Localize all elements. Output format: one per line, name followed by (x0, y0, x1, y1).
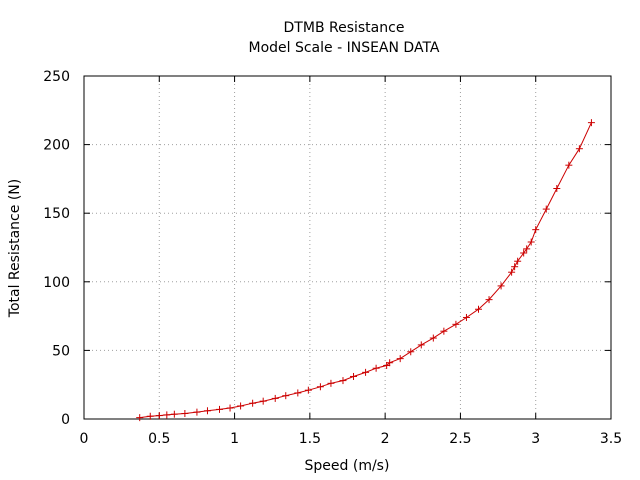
y-tick-label: 100 (43, 275, 70, 291)
y-axis-label: Total Resistance (N) (7, 179, 23, 318)
data-point (396, 355, 404, 363)
data-point (527, 238, 535, 246)
data-point (146, 412, 154, 420)
axis-ticks (83, 75, 612, 420)
data-point (193, 408, 201, 416)
data-point (462, 313, 470, 321)
y-tick-labels: 0 50 100 150 200 250 (43, 69, 70, 428)
y-tick-label: 250 (43, 69, 70, 85)
grid (84, 76, 611, 419)
data-point (339, 377, 347, 385)
data-point (304, 386, 312, 394)
data-point (386, 359, 394, 367)
x-tick-label: 2.5 (449, 431, 471, 447)
data-point (407, 348, 415, 356)
data-point (294, 389, 302, 397)
data-point (440, 327, 448, 335)
x-axis-label: Speed (m/s) (305, 458, 390, 474)
data-point (327, 379, 335, 387)
chart-title: DTMB Resistance (284, 20, 405, 36)
x-tick-label: 0.5 (148, 431, 170, 447)
data-point (350, 372, 358, 380)
chart-subtitle: Model Scale - INSEAN DATA (248, 40, 439, 56)
y-tick-label: 150 (43, 206, 70, 222)
y-tick-label: 50 (52, 343, 70, 359)
plot-frame (83, 75, 612, 420)
x-tick-label: 0 (80, 431, 89, 447)
x-tick-label: 3.5 (600, 431, 622, 447)
data-point (575, 145, 583, 153)
data-point (514, 257, 522, 265)
data-point (163, 411, 171, 419)
data-point (216, 405, 224, 413)
data-point (271, 394, 279, 402)
data-point (237, 402, 245, 410)
data-point (532, 226, 540, 234)
y-tick-label: 200 (43, 138, 70, 154)
data-point (508, 268, 516, 276)
data-point (282, 392, 290, 400)
data-point (542, 205, 550, 213)
data-point (226, 404, 234, 412)
data-point (136, 414, 144, 422)
data-point (372, 364, 380, 372)
data-point (417, 341, 425, 349)
data-point (565, 161, 573, 169)
x-tick-label: 3 (531, 431, 540, 447)
data-point (170, 410, 178, 418)
data-point (155, 412, 163, 420)
data-point (511, 263, 519, 271)
data-point (587, 119, 595, 127)
x-tick-label: 1.5 (299, 431, 321, 447)
data-point (203, 407, 211, 415)
data-point (259, 397, 267, 405)
data-point (429, 334, 437, 342)
x-tick-label: 2 (381, 431, 390, 447)
data-point (249, 399, 257, 407)
data-point (497, 282, 505, 290)
data-point (485, 296, 493, 304)
data-point (553, 185, 561, 193)
data-point (362, 368, 370, 376)
data-point (452, 320, 460, 328)
data-point (181, 410, 189, 418)
data-point (474, 305, 482, 313)
data-point (520, 249, 528, 257)
y-tick-label: 0 (61, 412, 70, 428)
series (136, 119, 595, 422)
x-tick-label: 1 (230, 431, 239, 447)
data-point (523, 245, 531, 253)
x-tick-labels: 0 0.5 1 1.5 2 2.5 3 3.5 (80, 431, 623, 447)
data-point (316, 383, 324, 391)
